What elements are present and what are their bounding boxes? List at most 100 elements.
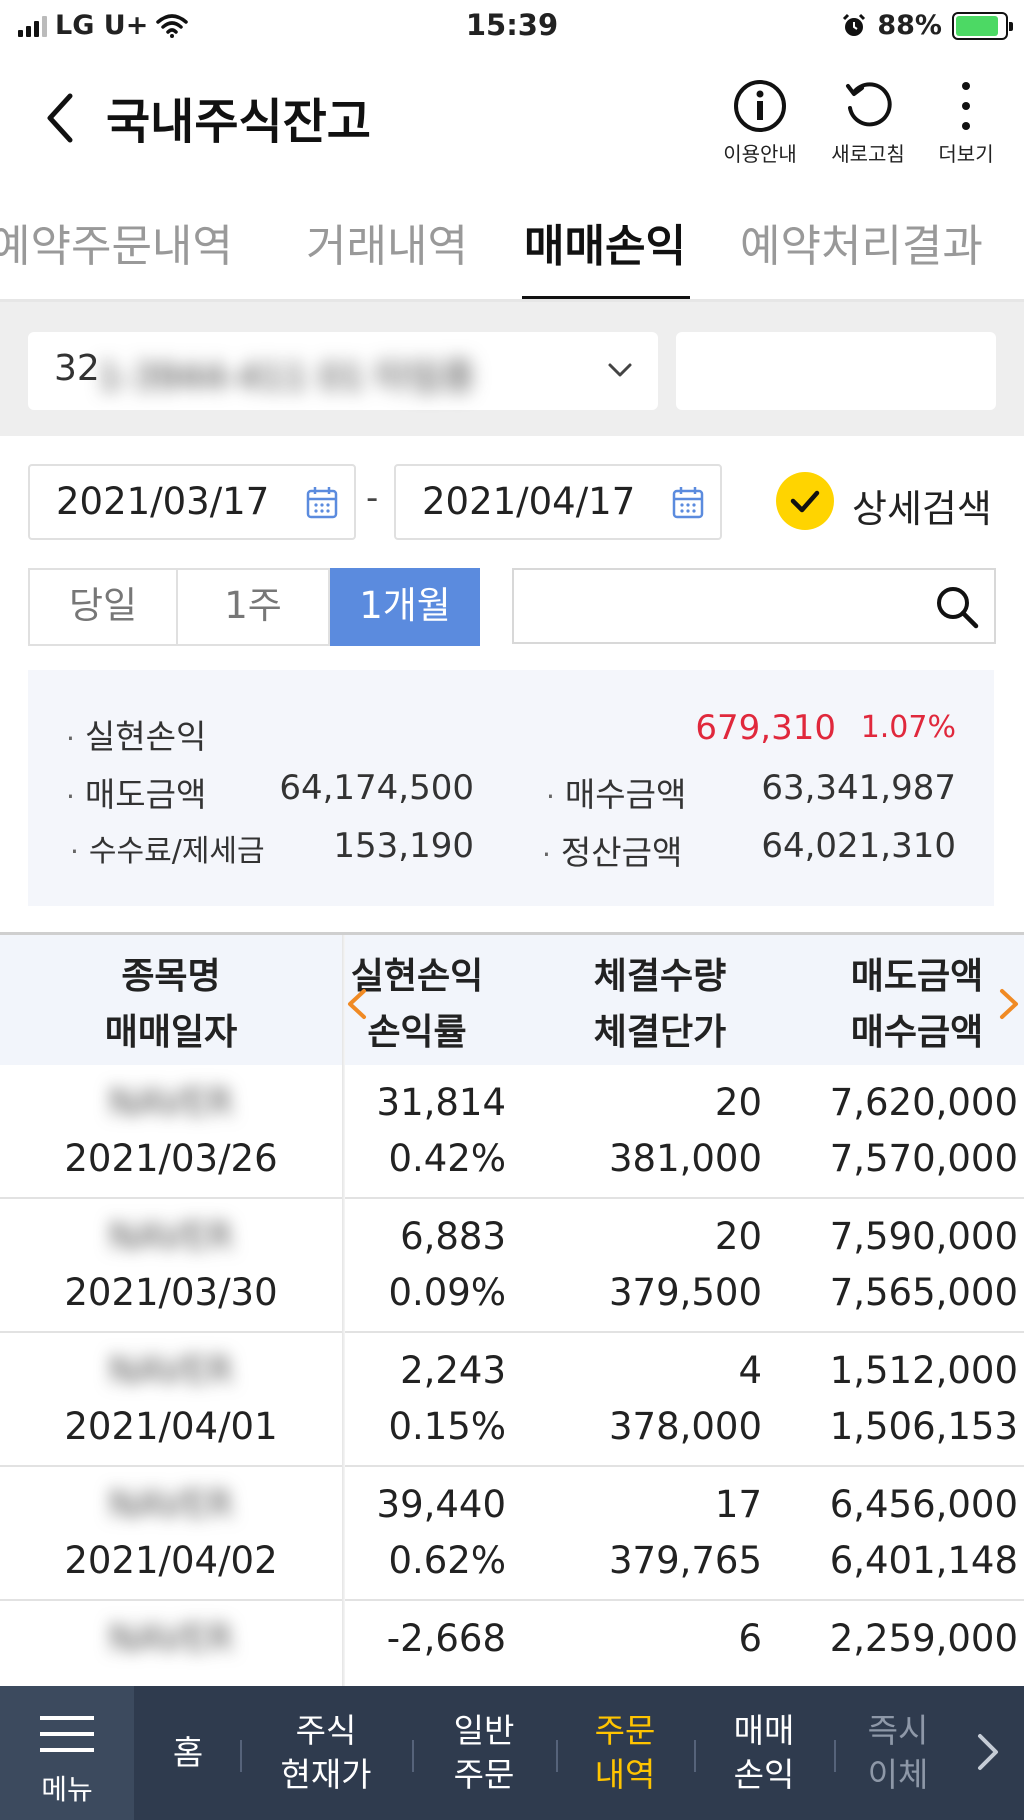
refresh-button[interactable]: 새로고침: [818, 78, 918, 167]
start-date-input[interactable]: 2021/03/17: [28, 464, 356, 540]
realized-pl: 31,814: [376, 1081, 506, 1124]
pl-rate: 0.09%: [388, 1271, 506, 1314]
scroll-right-arrow-icon[interactable]: [996, 987, 1022, 1021]
page-title: 국내주식잔고: [106, 94, 371, 150]
settle-amount-value: 64,021,310: [761, 826, 956, 866]
settle-amount-label: · 정산금액: [542, 833, 683, 872]
fee-tax-value: 153,190: [333, 826, 474, 866]
nav-order-history[interactable]: 주문 내역: [594, 1711, 656, 1794]
refresh-label: 새로고침: [831, 142, 905, 166]
realized-pl: 39,440: [376, 1483, 506, 1526]
chevron-right-icon[interactable]: [974, 1730, 1004, 1774]
trade-date: 2021/04/02: [64, 1539, 278, 1582]
wifi-icon: [156, 13, 189, 38]
account-number-hidden: 1-3944-411 01 타임종: [98, 357, 476, 398]
account-area: 32 1-3944-411 01 타임종: [0, 302, 1024, 436]
app-header: 국내주식잔고 이용안내 새로고침 더보기: [0, 60, 1024, 170]
signal-icon: [18, 15, 47, 37]
refresh-icon: [846, 82, 892, 127]
period-1week-button[interactable]: 1주: [176, 568, 330, 646]
carrier: LG U+: [55, 10, 149, 41]
trade-table[interactable]: 종목명 매매일자 실현손익 손익률 체결수량 체결단가 매도금액 매수금액 NAVER …: [0, 932, 1024, 1686]
stock-name: NAVER: [108, 1081, 234, 1124]
buy-amount: 7,570,000: [829, 1137, 1018, 1180]
account-select[interactable]: 32 1-3944-411 01 타임종: [28, 332, 658, 410]
sell-amount: 7,620,000: [829, 1081, 1018, 1124]
trade-date: 2021/03/30: [64, 1271, 278, 1314]
detail-search-checkbox[interactable]: [776, 472, 834, 530]
stock-search-input[interactable]: [512, 568, 996, 644]
table-row[interactable]: NAVER 2021/03/26 31,814 0.42% 20 381,000…: [0, 1065, 1024, 1199]
realized-pl-value: 679,310: [695, 708, 836, 748]
date-separator: -: [366, 478, 379, 518]
status-right: 88%: [841, 10, 1013, 41]
table-row[interactable]: NAVER 2021/04/01 2,243 0.15% 4 378,000 1…: [0, 1333, 1024, 1467]
stock-name: NAVER: [108, 1215, 234, 1258]
status-bar: LG U+ 15:39 88%: [0, 0, 1024, 52]
table-row[interactable]: NAVER 2021/04/02 39,440 0.62% 17 379,765…: [0, 1467, 1024, 1601]
buy-amount-label: · 매수금액: [546, 775, 687, 814]
menu-label: 메뉴: [41, 1773, 93, 1806]
nav-trade-pl[interactable]: 매매 손익: [733, 1711, 795, 1794]
realized-pl: 2,243: [400, 1349, 506, 1392]
sell-amount-label: · 매도금액: [66, 775, 207, 814]
header-pl-rate: 실현손익 손익률: [350, 956, 484, 1053]
buy-amount: 7,565,000: [829, 1271, 1018, 1314]
pl-rate: 0.42%: [388, 1137, 506, 1180]
exec-qty: 20: [714, 1215, 762, 1258]
account-password-input[interactable]: [676, 332, 996, 410]
nav-separator: [240, 1740, 242, 1772]
tab-reserved-orders[interactable]: 예약주문내역: [0, 221, 233, 272]
alarm-icon: [843, 13, 866, 36]
tab-trade-pl[interactable]: 매매손익: [524, 221, 686, 272]
search-icon[interactable]: [932, 582, 982, 632]
nav-instant-transfer[interactable]: 즉시 이체: [867, 1711, 929, 1794]
period-1month-button[interactable]: 1개월: [330, 568, 480, 646]
tab-reserve-results[interactable]: 예약처리결과: [740, 221, 983, 272]
tab-transactions[interactable]: 거래내역: [306, 221, 468, 272]
calendar-icon: [672, 487, 704, 519]
account-number-prefix: 32: [54, 348, 100, 389]
bottom-nav: 메뉴 홈 주식 현재가 일반 주문 주문 내역 매매 손익 즉시 이체: [0, 1686, 1024, 1820]
stock-name: NAVER: [108, 1483, 234, 1526]
exec-price: 379,765: [608, 1539, 762, 1582]
exec-qty: 17: [714, 1483, 762, 1526]
end-date-input[interactable]: 2021/04/17: [394, 464, 722, 540]
sell-amount: 1,512,000: [829, 1349, 1018, 1392]
nav-general-order[interactable]: 일반 주문: [453, 1711, 515, 1794]
exec-price: 379,500: [608, 1271, 762, 1314]
sell-amount: 6,456,000: [829, 1483, 1018, 1526]
header-name-date: 종목명 매매일자: [104, 956, 238, 1053]
scroll-left-arrow-icon[interactable]: [344, 987, 370, 1021]
info-icon: [734, 80, 786, 132]
back-button[interactable]: [40, 88, 80, 148]
nav-separator: [694, 1740, 696, 1772]
trade-date: 2021/03/26: [64, 1137, 278, 1180]
hamburger-icon: [40, 1716, 94, 1752]
table-row[interactable]: NAVER -2,668 6 2,259,000: [0, 1601, 1024, 1686]
header-sell-buy: 매도금액 매수금액: [850, 956, 984, 1053]
trade-date: 2021/04/01: [64, 1405, 278, 1448]
stock-name: NAVER: [108, 1617, 234, 1660]
exec-qty: 4: [738, 1349, 762, 1392]
detail-search-label[interactable]: 상세검색: [852, 487, 992, 531]
end-date-value: 2021/04/17: [422, 480, 636, 523]
chevron-left-icon: [47, 93, 73, 143]
nav-separator: [834, 1740, 836, 1772]
sell-amount: 2,259,000: [829, 1617, 1018, 1660]
chevron-down-icon: [608, 363, 632, 377]
check-icon: [790, 490, 820, 513]
nav-separator: [556, 1740, 558, 1772]
nav-stock-price[interactable]: 주식 현재가: [280, 1711, 372, 1794]
menu-button[interactable]: 메뉴: [0, 1686, 134, 1820]
buy-amount: 1,506,153: [829, 1405, 1018, 1448]
nav-home[interactable]: 홈: [172, 1733, 204, 1772]
exec-price: 378,000: [608, 1405, 762, 1448]
period-today-button[interactable]: 당일: [28, 568, 178, 646]
info-button[interactable]: 이용안내: [710, 78, 810, 167]
table-row[interactable]: NAVER 2021/03/30 6,883 0.09% 20 379,500 …: [0, 1199, 1024, 1333]
sell-amount: 7,590,000: [829, 1215, 1018, 1258]
more-button[interactable]: 더보기: [916, 78, 1016, 167]
exec-price: 381,000: [608, 1137, 762, 1180]
nav-separator: [412, 1740, 414, 1772]
